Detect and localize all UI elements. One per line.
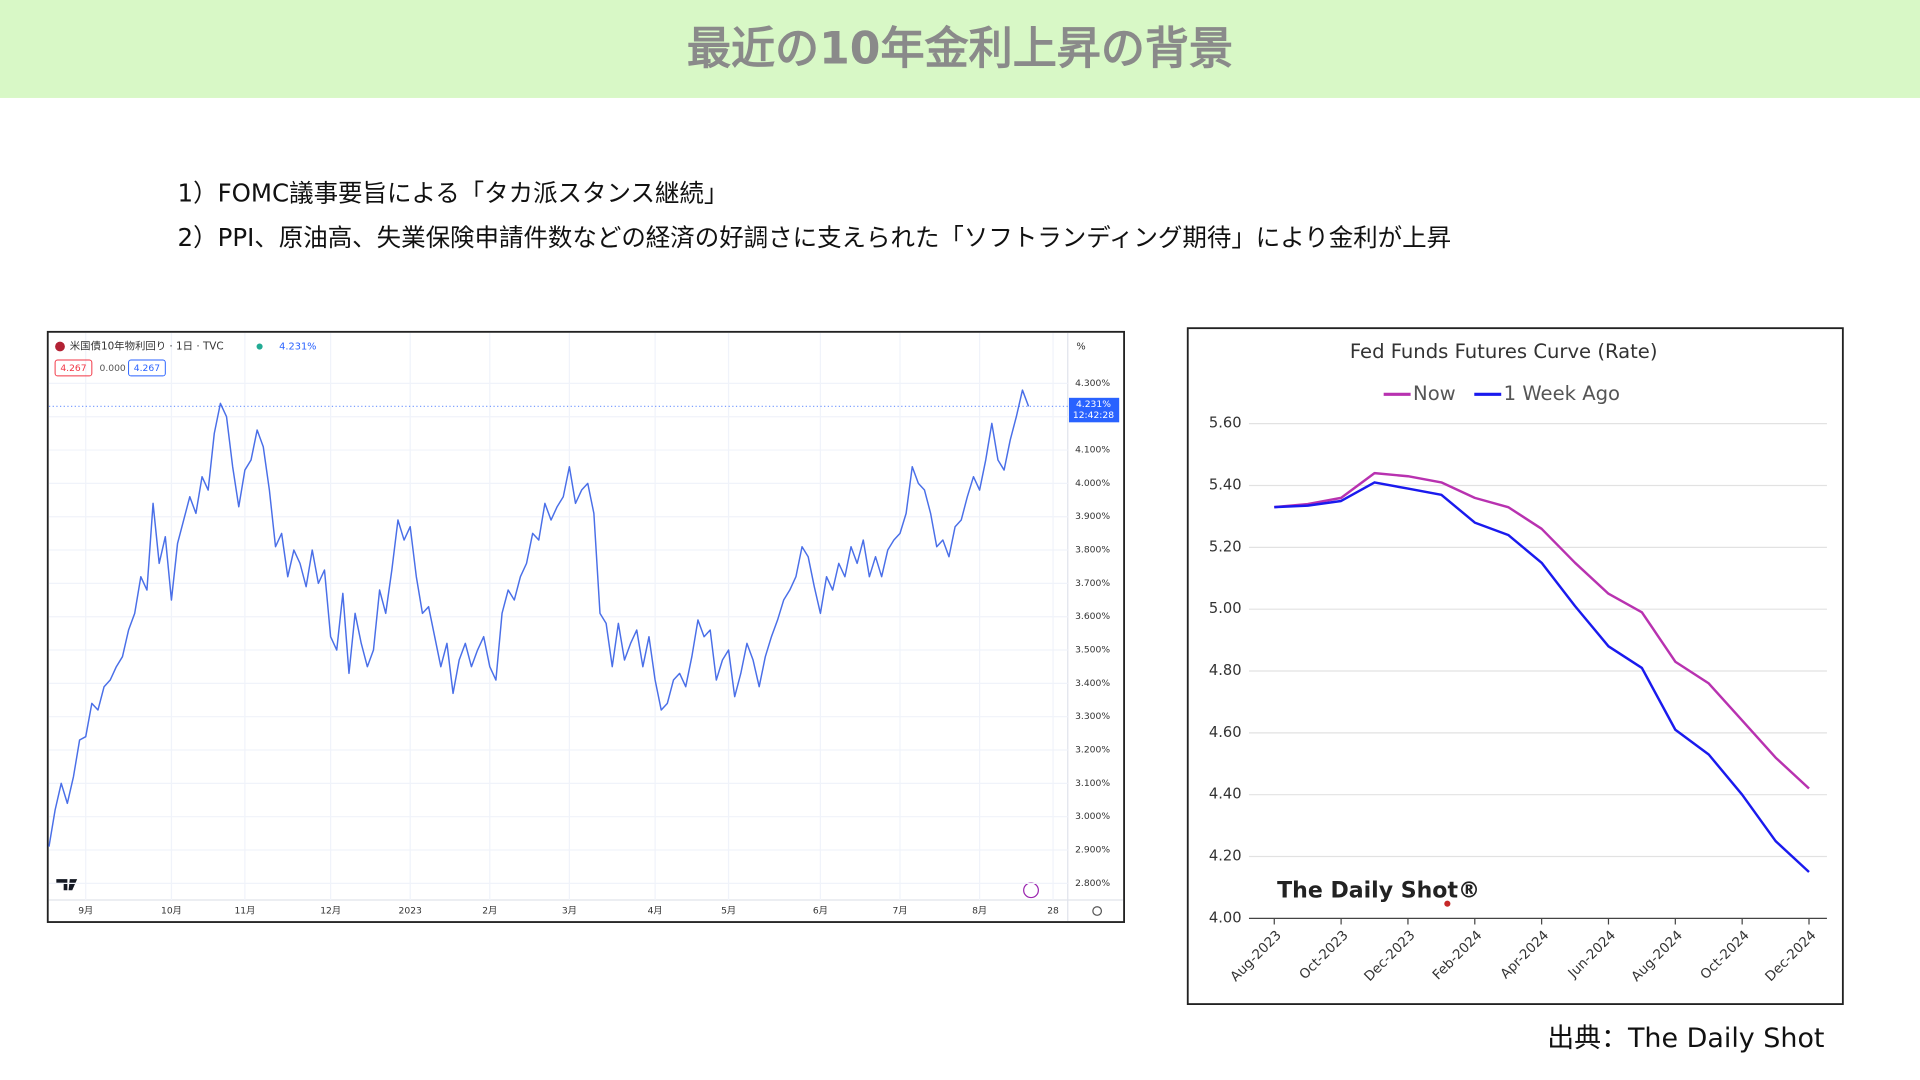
y-tick-label: 4.60: [1209, 724, 1242, 741]
x-tick-label: 2月: [482, 906, 497, 917]
x-tick-label: 8月: [972, 906, 987, 917]
settings-icon: [1092, 906, 1103, 916]
price-value: 4.267: [134, 363, 160, 374]
price-value: 0.000: [100, 363, 126, 374]
flag-icon: [55, 341, 65, 352]
price-box: [128, 359, 166, 377]
y-tick-label: 3.500%: [1075, 645, 1110, 656]
price-box: [54, 359, 93, 377]
y-tick-label: 4.80: [1209, 662, 1242, 679]
x-tick-label: 7月: [892, 906, 907, 917]
y-tick-label: 4.100%: [1075, 445, 1110, 456]
slide-title: 最近の10年金利上昇の背景: [687, 23, 1233, 74]
y-tick-label: 3.700%: [1075, 578, 1110, 589]
y-tick-label: 5.60: [1209, 415, 1242, 432]
legend-label: Now: [1413, 382, 1456, 405]
tv-logo: [56, 879, 78, 891]
bullet: 1）FOMC議事要旨による「タカ派スタンス継続」: [178, 179, 729, 208]
price-tag-value: 4.231%: [1076, 399, 1111, 410]
x-tick-label: 3月: [562, 906, 577, 917]
y-tick-label: 5.40: [1209, 477, 1242, 494]
x-tick-label: 5月: [721, 906, 736, 917]
data-line: [1274, 481, 1810, 873]
last-price: 4.231%: [279, 342, 316, 353]
axis-unit: %: [1076, 342, 1085, 353]
y-tick-label: 4.00: [1209, 909, 1242, 926]
x-tick-label: 4月: [648, 906, 663, 917]
legend-label: 1 Week Ago: [1504, 382, 1620, 405]
y-tick-label: 5.00: [1209, 600, 1242, 617]
y-tick-label: 3.000%: [1075, 811, 1110, 822]
y-tick-label: 3.900%: [1075, 511, 1110, 522]
x-tick-label: 2023: [399, 906, 423, 917]
chart-frame: [1186, 327, 1844, 1005]
bullet: 2）PPI、原油高、失業保険申請件数などの経済の好調さに支えられた「ソフトランデ…: [178, 223, 1452, 252]
x-tick-label: 12月: [320, 906, 341, 917]
y-tick-label: 3.400%: [1075, 678, 1110, 689]
watermark-dot: [1444, 900, 1451, 907]
price-value: 4.267: [60, 363, 86, 374]
x-tick-label: 10月: [161, 906, 182, 917]
y-tick-label: 2.800%: [1075, 878, 1110, 889]
price-tag-time: 12:42:28: [1073, 410, 1114, 421]
y-tick-label: 3.800%: [1075, 545, 1110, 556]
y-tick-label: 5.20: [1209, 538, 1242, 555]
x-tick-label: 28: [1047, 906, 1059, 917]
price-tag: [1068, 397, 1120, 423]
source: 出典：The Daily Shot: [1547, 1023, 1824, 1054]
symbol-title: 米国債10年物利回り · 1日 · TVC: [70, 340, 224, 353]
y-tick-label: 3.300%: [1075, 711, 1110, 722]
status-dot: [256, 343, 263, 350]
chart-title: Fed Funds Futures Curve (Rate): [1350, 340, 1658, 363]
x-tick-label: 9月: [78, 906, 93, 917]
y-tick-label: 4.40: [1209, 786, 1242, 803]
y-tick-label: 4.000%: [1075, 478, 1110, 489]
x-tick-label: 11月: [234, 906, 255, 917]
x-tick-label: 6月: [813, 906, 828, 917]
y-tick-label: 4.20: [1209, 848, 1242, 865]
y-tick-label: 3.600%: [1075, 611, 1110, 622]
data-line: [1274, 471, 1810, 790]
chart-frame: [46, 330, 1125, 923]
watermark: The Daily Shot®: [1277, 878, 1480, 903]
y-tick-label: 3.100%: [1075, 778, 1110, 789]
data-line: [48, 389, 1030, 847]
header-band: [0, 0, 1920, 98]
y-tick-label: 2.900%: [1075, 845, 1110, 856]
y-tick-label: 3.200%: [1075, 745, 1110, 756]
y-tick-label: 4.300%: [1075, 378, 1110, 389]
